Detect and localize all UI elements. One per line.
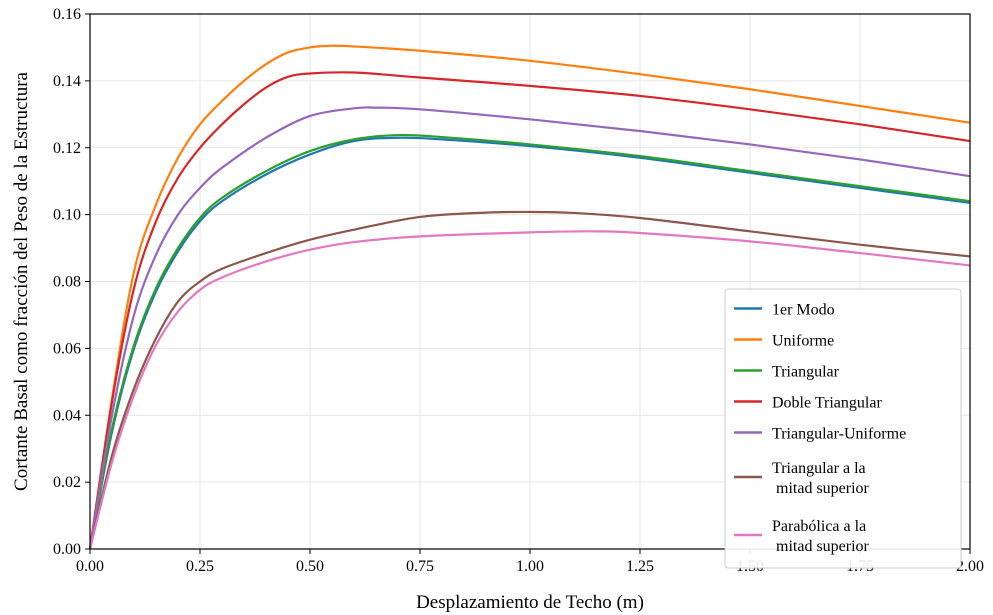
y-axis-label: Cortante Basal como fracción del Peso de… [11,71,32,490]
x-axis-label: Desplazamiento de Techo (m) [416,592,644,613]
y-tick-label: 0.14 [53,73,81,90]
x-tick-label: 0.25 [186,558,214,575]
series-line-2 [88,44,971,550]
legend-label: Triangular a la mitad superior [772,460,870,497]
y-tick-label: 0.08 [53,274,81,291]
series-line-1 [88,136,971,550]
series-line-5 [88,106,971,550]
x-tick-label: 1.25 [626,558,654,575]
series-line-7 [88,230,971,550]
y-tick-label: 0.12 [53,140,81,157]
series-line-4 [88,71,971,550]
legend: 1er Modo Uniforme Triangular Doble Triangul… [724,288,962,569]
legend-label: Uniforme [772,333,834,350]
legend-box [724,288,962,569]
legend-label: Triangular [772,364,840,381]
y-tick-label: 0.10 [53,207,81,224]
x-tick-label: 0.00 [76,558,104,575]
legend-label: Parabólica a la mitad superior [772,518,870,555]
y-tick-label: 0.02 [53,474,81,491]
x-tick-label: 0.50 [296,558,324,575]
x-tick-label: 0.75 [406,558,434,575]
legend-label: 1er Modo [772,302,835,319]
legend-label: Doble Triangular [772,395,882,412]
x-tick-label: 1.00 [516,558,544,575]
legend-label: Triangular-Uniforme [772,426,906,443]
y-tick-label: 0.00 [53,541,81,558]
series-line-6 [88,210,971,550]
x-tick-label: 2.00 [956,558,984,575]
y-tick-label: 0.04 [53,407,81,424]
series-line-3 [88,133,971,550]
y-tick-label: 0.16 [53,6,81,23]
y-tick-label: 0.06 [53,340,81,357]
series-lines [88,44,971,550]
